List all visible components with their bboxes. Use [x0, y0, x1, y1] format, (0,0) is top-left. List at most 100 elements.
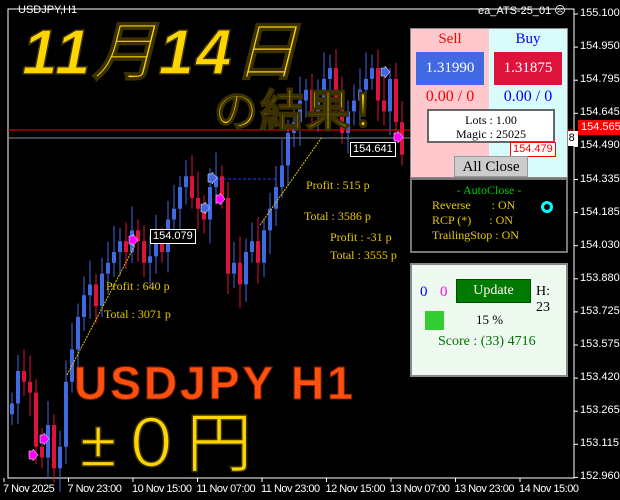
candle-body	[100, 273, 104, 307]
candle-body	[94, 284, 98, 307]
candle-body	[88, 284, 92, 296]
candle-body	[304, 89, 308, 101]
candle-body	[352, 100, 356, 112]
rcp-setting: RCP (*) : ON	[432, 213, 513, 227]
candle-body	[34, 392, 38, 447]
buy-button[interactable]: 1.31875	[494, 52, 562, 85]
lots-value: Lots : 1.00	[465, 113, 517, 127]
magic-value: Magic : 25025	[456, 127, 526, 141]
sell-arrow-icon	[393, 130, 404, 144]
time-tick: 7 Nov 23:00	[67, 483, 122, 495]
buy-arrow-icon	[207, 171, 218, 185]
buy-arrow-icon	[200, 201, 211, 215]
reverse-setting: Reverse : ON	[432, 198, 516, 212]
total-label: Total : 3586 p	[304, 209, 371, 223]
sell-pl: 0.00 / 0	[425, 88, 475, 105]
candle-body	[334, 68, 338, 101]
candle-body	[328, 68, 332, 79]
count-blue: 0	[420, 284, 428, 300]
profit-label: Profit : 515 p	[306, 178, 370, 192]
sell-arrow-icon	[215, 192, 226, 206]
price-tick: 153.575	[580, 338, 620, 350]
price-tag: 154.641	[350, 142, 396, 157]
candle-body	[298, 100, 302, 123]
candle-body	[10, 403, 14, 415]
time-tick: 11 Nov 23:00	[261, 483, 320, 495]
candle-body	[136, 230, 140, 242]
price-tick: 154.950	[580, 40, 620, 53]
trailingstop-setting: TrailingStop : ON	[432, 228, 519, 242]
hours-value: H: 23	[536, 284, 550, 315]
candle-body	[82, 295, 86, 317]
candle-body	[274, 187, 278, 209]
candle-body	[142, 241, 146, 263]
price-tick: 152.960	[580, 470, 620, 483]
candle-body	[58, 446, 62, 469]
price-tick: 153.115	[580, 437, 619, 450]
candle-body	[28, 381, 32, 393]
sell-arrow-icon	[28, 448, 39, 462]
candle-body	[118, 241, 122, 252]
candle-body	[250, 241, 254, 252]
sell-arrow-icon	[39, 432, 50, 446]
ea-name: ea_ATS-25_01 ☹	[478, 4, 566, 17]
total-label: Total : 3071 p	[104, 307, 171, 321]
candle-body	[286, 132, 290, 166]
candle-body	[340, 100, 344, 133]
candle-body	[346, 111, 350, 133]
buy-pl: 0.00 / 0	[503, 88, 553, 105]
price-tick: 153.725	[580, 304, 620, 317]
buy-arrow-icon	[380, 65, 391, 79]
chart-frame	[7, 8, 575, 479]
price-tick: 154.645	[580, 106, 620, 119]
status-square-icon	[425, 311, 444, 330]
candle-body	[388, 78, 392, 112]
time-tick: 12 Nov 15:00	[325, 483, 386, 495]
ea-name-text: ea_ATS-25_01	[478, 5, 552, 17]
candle-body	[178, 187, 182, 209]
candle-body	[172, 208, 176, 220]
candle-body	[196, 197, 200, 209]
sell-button[interactable]: 1.31990	[416, 52, 484, 85]
status-indicator-icon	[541, 201, 553, 213]
date-title: 11月14日	[21, 16, 300, 88]
all-close-button[interactable]: All Close	[454, 156, 528, 177]
candle-body	[64, 381, 68, 447]
autoclose-title: - AutoClose -	[456, 183, 522, 197]
price-tick: 154.335	[580, 172, 620, 185]
candle-body	[52, 425, 56, 469]
price-tick: 154.185	[580, 205, 620, 218]
price-tick: 153.420	[580, 371, 620, 384]
candle-body	[208, 187, 212, 220]
chart-symbol: USDJPY,H1	[18, 4, 78, 16]
candle-body	[268, 208, 272, 231]
buy-label: Buy	[515, 31, 541, 47]
price-tag: 154.079	[150, 229, 196, 244]
candle-body	[382, 100, 386, 112]
candle-body	[16, 370, 20, 404]
candle-body	[184, 176, 188, 188]
candle-body	[190, 176, 194, 198]
candle-body	[280, 165, 284, 188]
time-tick: 13 Nov 07:00	[390, 483, 450, 495]
sad-face-icon: ☹	[554, 5, 566, 17]
profit-label: Profit : -31 p	[330, 230, 392, 244]
candle-body	[238, 262, 242, 285]
candle-body	[112, 251, 116, 263]
candle-body	[370, 68, 374, 79]
result-value: ±０円	[79, 406, 255, 480]
candle-body	[292, 122, 296, 133]
candle-body	[364, 78, 368, 90]
profit-label: Profit : 640 p	[106, 279, 170, 293]
candle-body	[262, 230, 266, 263]
update-button[interactable]: Update	[456, 279, 531, 303]
trade-line	[66, 244, 136, 376]
candle-body	[22, 370, 26, 382]
price-tag: 154.479	[510, 142, 556, 157]
time-tick: 14 Nov 15:00	[519, 483, 579, 495]
candle-body	[202, 208, 206, 220]
candle-body	[160, 241, 164, 252]
candle-body	[256, 241, 260, 263]
price-tick: 153.265	[580, 404, 620, 417]
